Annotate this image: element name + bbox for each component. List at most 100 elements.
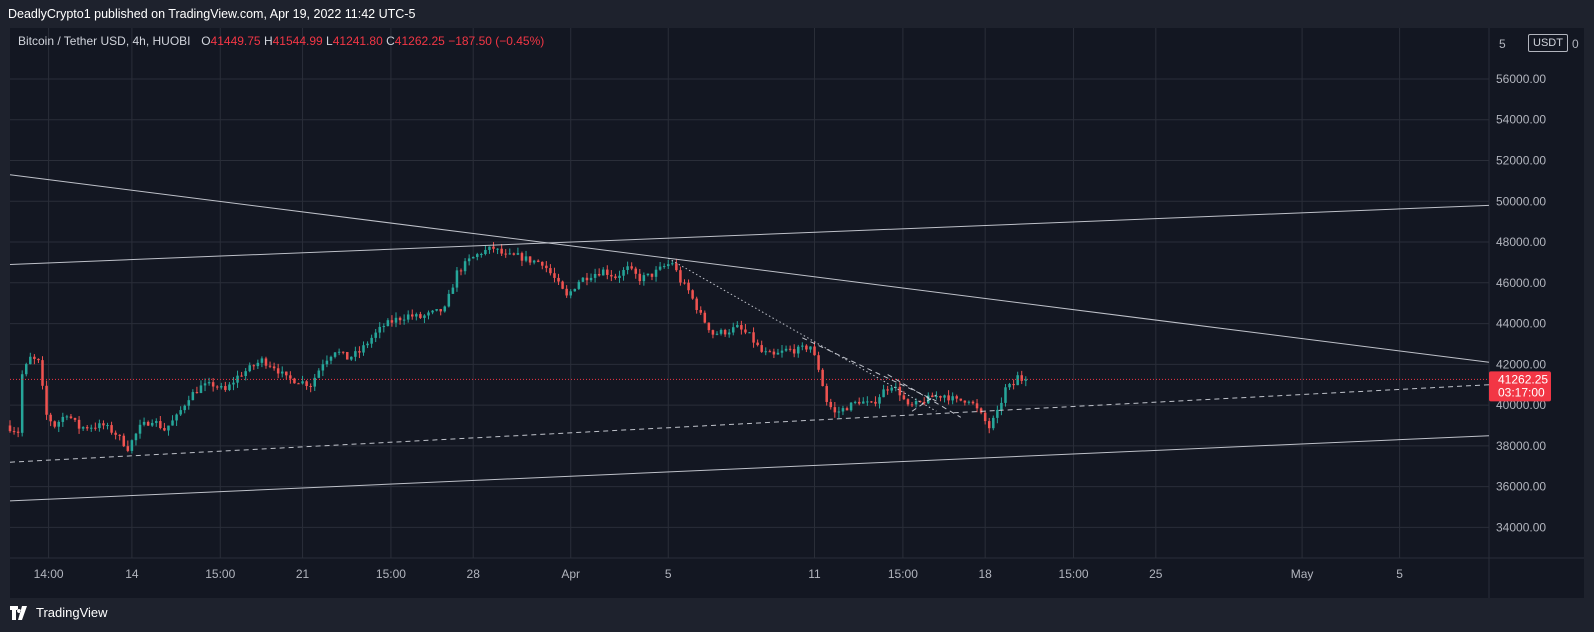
candle-body xyxy=(81,427,85,429)
candle-body xyxy=(565,288,568,296)
candle-body xyxy=(849,402,853,411)
candle-body xyxy=(427,312,430,316)
candle-body xyxy=(90,427,93,429)
candle-body xyxy=(366,343,369,346)
low-label: L xyxy=(326,34,333,48)
trend-line[interactable] xyxy=(9,435,1490,502)
candle-body xyxy=(305,381,308,386)
candle-body xyxy=(593,273,597,278)
candle-body xyxy=(614,276,617,278)
candle-body xyxy=(406,314,410,320)
candle-body xyxy=(175,414,178,421)
candle-body xyxy=(138,424,142,434)
candle-body xyxy=(731,327,735,333)
time-tick-label: 15:00 xyxy=(205,567,235,581)
trend-line[interactable] xyxy=(9,204,1490,265)
candle-body xyxy=(337,351,341,353)
time-tick-label: 15:00 xyxy=(376,567,406,581)
trend-line[interactable] xyxy=(9,174,1490,363)
candle-body xyxy=(98,423,101,429)
trend-line[interactable] xyxy=(802,337,937,402)
candle-body xyxy=(581,277,585,282)
published-header: DeadlyCrypto1 published on TradingView.c… xyxy=(0,0,1594,28)
candle-body xyxy=(975,403,979,409)
candle-body xyxy=(675,263,678,271)
candle-body xyxy=(341,351,345,353)
currency-button[interactable]: USDT xyxy=(1528,34,1568,52)
candle-body xyxy=(862,401,865,404)
candle-body xyxy=(1004,387,1007,403)
candle-body xyxy=(398,317,402,321)
candle-body xyxy=(402,319,406,321)
candle-body xyxy=(987,421,991,429)
candle-body xyxy=(894,386,898,388)
candle-body xyxy=(585,277,589,281)
candle-body xyxy=(415,314,418,317)
candle-body xyxy=(171,420,174,426)
candle-body xyxy=(723,329,727,335)
trend-line[interactable] xyxy=(667,257,937,412)
candle-body xyxy=(829,401,833,408)
candle-body xyxy=(886,389,889,391)
price-tick-label: 38000.00 xyxy=(1496,439,1546,453)
candle-body xyxy=(374,332,377,338)
candle-body xyxy=(236,375,239,383)
candle-body xyxy=(833,407,837,413)
candle-body xyxy=(362,345,365,353)
candle-body xyxy=(321,364,325,371)
candle-body xyxy=(699,309,703,313)
open-label: O xyxy=(201,34,211,48)
time-tick-label: May xyxy=(1291,567,1314,581)
price-tick-label: 52000.00 xyxy=(1496,154,1546,168)
candle-body xyxy=(983,412,987,422)
candle-body xyxy=(703,312,707,323)
trend-line[interactable] xyxy=(911,394,937,412)
candle-body xyxy=(549,268,552,274)
time-tick-label: 25 xyxy=(1149,567,1163,581)
candle-body xyxy=(707,322,711,331)
candle-body xyxy=(325,360,329,365)
low-value: 41241.80 xyxy=(332,34,383,48)
candle-body xyxy=(20,374,24,433)
price-tick-label: 46000.00 xyxy=(1496,276,1546,290)
candle-body xyxy=(845,408,849,411)
candle-body xyxy=(211,382,215,387)
candle-body xyxy=(748,332,751,334)
candle-body xyxy=(760,345,763,352)
trend-line[interactable] xyxy=(9,384,1490,463)
price-tick-label: 42000.00 xyxy=(1496,357,1546,371)
candle-body xyxy=(215,386,219,388)
close-label: C xyxy=(386,34,395,48)
candle-body xyxy=(435,309,438,311)
candle-body xyxy=(155,421,158,423)
candle-body xyxy=(691,290,694,299)
time-tick-label: 15:00 xyxy=(1059,567,1089,581)
candle-body xyxy=(776,352,780,355)
price-tick-label: 44000.00 xyxy=(1496,317,1546,331)
candle-body xyxy=(260,358,264,363)
candle-body xyxy=(122,435,126,447)
candle-body xyxy=(1008,383,1011,388)
time-tick-label: 11 xyxy=(808,567,821,581)
candle-body xyxy=(248,365,251,372)
time-tick-label: 18 xyxy=(978,567,992,581)
candle-body xyxy=(358,351,361,353)
candle-body xyxy=(203,383,207,386)
candle-body xyxy=(484,249,487,255)
candle-body xyxy=(788,348,792,350)
candle-body xyxy=(711,330,715,335)
candle-body xyxy=(12,431,16,433)
tradingview-brand[interactable]: TradingView xyxy=(10,605,108,620)
candle-body xyxy=(792,349,796,354)
candle-body xyxy=(272,366,276,369)
candle-body xyxy=(573,288,577,292)
candle-body xyxy=(57,421,61,427)
candle-body xyxy=(906,399,910,405)
chart-pane[interactable] xyxy=(10,28,1584,598)
last-price-tag xyxy=(1489,371,1551,402)
candle-body xyxy=(898,386,902,396)
high-value: 41544.99 xyxy=(272,34,323,48)
candle-body xyxy=(451,287,455,294)
candle-body xyxy=(29,356,32,365)
